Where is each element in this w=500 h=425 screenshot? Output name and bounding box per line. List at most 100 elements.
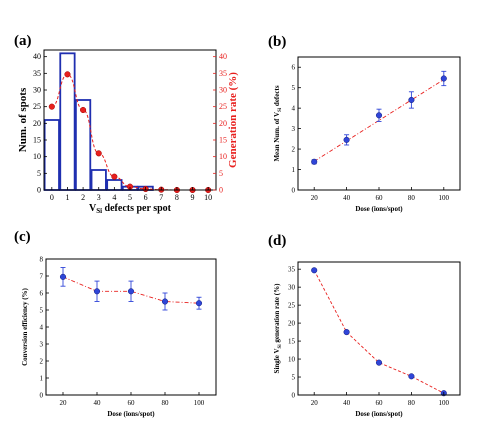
- y2-tick-label: 25: [219, 102, 227, 111]
- x-tick-label: 60: [376, 194, 384, 202]
- data-point: [93, 288, 101, 295]
- panel-d: (d) 20 40 60 80 100 0 5 10 15 20 25 30 35 Dose (ions/s…: [268, 233, 461, 418]
- x-axis-label: Dose (ions/spot): [355, 410, 403, 418]
- data-point: [343, 329, 350, 336]
- y-tick-label: 5: [292, 84, 296, 92]
- y-tick-label: 4: [292, 105, 296, 113]
- data-point: [195, 300, 203, 307]
- x-tick-label: 0: [50, 193, 54, 202]
- y-tick-label: 7: [40, 273, 44, 281]
- y-tick-label: 4: [40, 324, 44, 332]
- data-point: [408, 373, 415, 380]
- trend-line: [313, 270, 445, 394]
- y-tick-label: 30: [33, 86, 41, 95]
- y-tick-label: 6: [40, 290, 44, 298]
- x-tick-label: 5: [128, 193, 132, 202]
- y-tick-label: 1: [292, 166, 296, 174]
- y-tick-label: 35: [288, 266, 296, 274]
- x-tick-label: 100: [439, 399, 450, 407]
- y-tick-label: 5: [40, 307, 44, 315]
- data-point: [440, 75, 447, 82]
- x-tick-label: 40: [94, 399, 102, 407]
- y-tick-label: 5: [292, 374, 296, 382]
- y2-axis-label: Generation rate (%): [227, 72, 239, 168]
- y-tick-label: 30: [288, 284, 296, 292]
- x-tick-label: 10: [204, 193, 212, 202]
- x-tick-label: 4: [112, 193, 116, 202]
- panel-c: (c) 20 40 60 80 100 0 1 2 3 4 5 6 7 8 Dose (ions/spot) C…: [14, 229, 217, 418]
- x-tick-label: 60: [128, 399, 136, 407]
- y-axis-label: Conversion efficiency (%): [21, 287, 29, 365]
- data-point: [311, 158, 318, 165]
- y2-tick-label: 35: [219, 69, 227, 78]
- panel-d-frame: [297, 261, 461, 396]
- x-tick-label: 60: [376, 399, 384, 407]
- x-tick-label: 20: [311, 399, 319, 407]
- y-tick-label: 8: [40, 256, 44, 264]
- y-tick-label: 35: [33, 69, 41, 78]
- y-tick-label: 20: [288, 320, 296, 328]
- y-tick-label: 25: [33, 102, 41, 111]
- bar: [74, 99, 92, 191]
- panel-letter: (a): [14, 33, 32, 49]
- x-tick-label: 80: [408, 194, 416, 202]
- y-tick-label: 3: [292, 125, 296, 133]
- y-tick-label: 6: [292, 64, 296, 72]
- data-point: [161, 298, 169, 305]
- y-tick-label: 10: [288, 356, 296, 364]
- y-tick-label: 0: [292, 392, 296, 400]
- x-tick-label: 3: [97, 193, 101, 202]
- x-tick-label: 6: [144, 193, 148, 202]
- x-tick-label: 40: [343, 399, 351, 407]
- y-tick-label: 0: [37, 186, 41, 195]
- x-axis-label: VSi defects per spot: [89, 203, 172, 215]
- x-tick-label: 20: [60, 399, 68, 407]
- y2-tick-label: 0: [219, 186, 223, 195]
- y-tick-label: 5: [37, 169, 41, 178]
- data-point: [375, 112, 383, 119]
- y2-tick-label: 15: [219, 136, 227, 145]
- y-tick-label: 10: [33, 152, 41, 161]
- data-point: [127, 288, 135, 295]
- panel-c-frame: [45, 258, 217, 396]
- y-tick-label: 2: [292, 146, 296, 154]
- y-tick-label: 0: [40, 392, 44, 400]
- y-tick-label: 2: [40, 358, 44, 366]
- y-tick-label: 3: [40, 341, 44, 349]
- x-tick-label: 2: [81, 193, 85, 202]
- fit-line: [313, 79, 445, 162]
- y-tick-label: 40: [33, 52, 41, 61]
- y2-tick-label: 20: [219, 119, 227, 128]
- data-point: [59, 273, 67, 280]
- generation-rate-point: [80, 106, 87, 114]
- x-axis-label: Dose (ions/spot): [107, 410, 155, 418]
- y-axis-label: Num. of spots: [17, 87, 29, 152]
- x-tick-label: 80: [162, 399, 170, 407]
- generation-rate-point: [95, 150, 102, 157]
- y-tick-label: 20: [33, 119, 41, 128]
- y2-tick-label: 40: [219, 52, 227, 61]
- y-tick-label: 0: [292, 187, 296, 195]
- x-axis-label: Dose (ions/spot): [355, 205, 403, 213]
- panel-b-frame: [297, 56, 461, 191]
- y-tick-label: 15: [288, 338, 296, 346]
- x-tick-label: 100: [194, 399, 205, 407]
- y-tick-label: 1: [40, 375, 44, 383]
- data-point: [375, 359, 383, 366]
- generation-rate-point: [48, 103, 55, 110]
- y2-tick-label: 30: [219, 86, 227, 95]
- panel-letter: (d): [268, 233, 286, 249]
- data-point: [408, 96, 415, 104]
- panel-letter: (c): [14, 229, 31, 245]
- panel-a: (a) 0 1 2 3 4 5 6 7 8 9 10 0 5 10 15 20 25 30 35 40 0 5 10 15 20 2…: [14, 33, 239, 215]
- x-tick-label: 7: [159, 193, 163, 202]
- bar: [43, 119, 60, 191]
- data-point: [343, 136, 350, 143]
- x-tick-label: 100: [439, 194, 450, 202]
- trend-line: [62, 276, 200, 304]
- x-tick-label: 20: [311, 194, 319, 202]
- y-tick-label: 15: [33, 136, 41, 145]
- x-tick-label: 9: [191, 193, 195, 202]
- y-axis-label: Mean Num. of VSi defects: [273, 85, 283, 161]
